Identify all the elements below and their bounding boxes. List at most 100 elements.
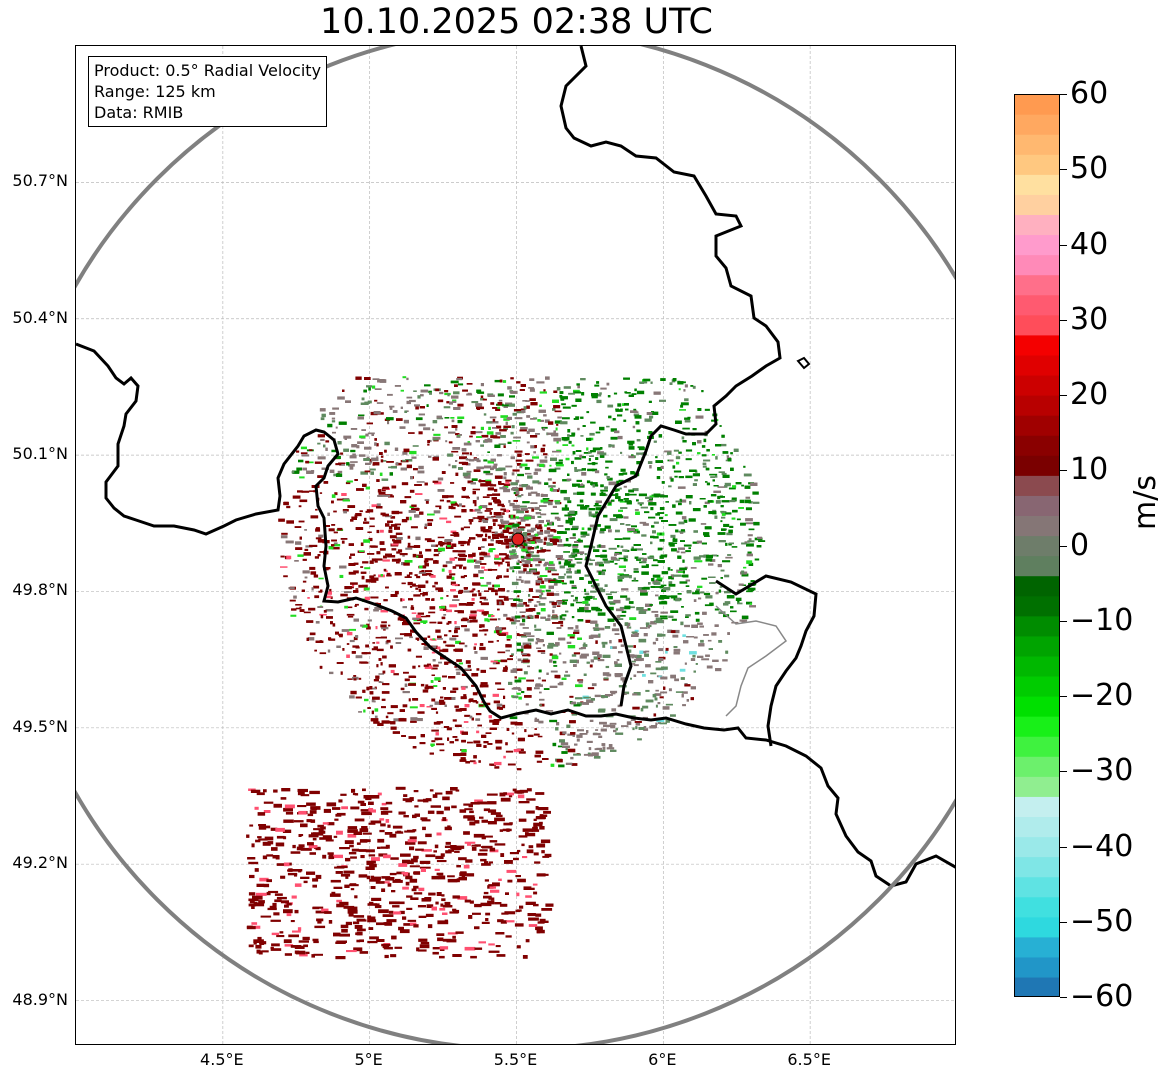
- echo-pixel: [630, 719, 636, 721]
- echo-pixel: [534, 604, 538, 607]
- echo-pixel: [371, 710, 374, 715]
- echo-pixel: [746, 543, 754, 547]
- echo-pixel: [364, 401, 370, 404]
- echo-pixel: [326, 616, 333, 619]
- echo-pixel: [321, 467, 329, 470]
- echo-pixel: [589, 513, 596, 516]
- echo-pixel: [348, 563, 356, 566]
- echo-pixel: [339, 462, 345, 466]
- echo-pixel: [352, 676, 359, 680]
- echo-pixel: [281, 532, 288, 535]
- echo-pixel: [327, 591, 332, 595]
- echo-pixel: [463, 575, 467, 577]
- echo-pixel: [386, 417, 394, 421]
- echo-pixel: [748, 528, 755, 531]
- echo-pixel: [408, 598, 413, 601]
- echo-pixel: [402, 621, 409, 626]
- echo-pixel: [509, 618, 514, 622]
- echo-pixel: [335, 631, 339, 635]
- echo-pixel: [619, 574, 624, 577]
- echo-pixel: [556, 675, 561, 679]
- echo-pixel: [637, 502, 644, 505]
- echo-pixel: [492, 407, 500, 409]
- echo-pixel: [458, 590, 462, 594]
- echo-pixel: [600, 387, 607, 390]
- echo-pixel: [467, 620, 472, 623]
- echo-pixel: [658, 648, 664, 652]
- echo-pixel: [586, 740, 593, 743]
- echo-pixel: [376, 443, 379, 447]
- echo-pixel: [604, 626, 611, 629]
- echo-pixel: [433, 664, 439, 667]
- echo-pixel: [315, 537, 322, 540]
- echo-pixel: [435, 732, 439, 736]
- echo-pixel: [554, 467, 561, 470]
- echo-pixel: [325, 447, 328, 451]
- echo-pixel: [509, 566, 514, 570]
- echo-pixel: [344, 591, 352, 593]
- echo-pixel: [360, 624, 364, 627]
- echo-pixel: [431, 698, 436, 702]
- echo-pixel: [328, 637, 332, 641]
- echo-pixel: [631, 580, 639, 582]
- echo-pixel: [374, 560, 378, 563]
- echo-pixel: [523, 568, 527, 572]
- map-canvas[interactable]: [76, 46, 956, 1045]
- echo-pixel: [325, 440, 330, 443]
- echo-pixel: [475, 440, 480, 443]
- echo-pixel: [507, 658, 513, 661]
- echo-pixel: [562, 406, 571, 409]
- echo-pixel: [385, 553, 392, 556]
- echo-pixel: [696, 588, 700, 592]
- echo-pixel: [422, 573, 428, 576]
- echo-pixel: [658, 434, 663, 438]
- echo-pixel: [695, 415, 704, 419]
- echo-pixel: [354, 895, 358, 899]
- echo-pixel: [431, 544, 436, 547]
- echo-pixel: [539, 575, 548, 577]
- echo-pixel: [714, 624, 719, 627]
- echo-pixel: [572, 533, 576, 537]
- echo-pixel: [532, 480, 540, 484]
- echo-pixel: [644, 418, 652, 422]
- echo-pixel: [451, 576, 455, 581]
- echo-pixel: [495, 540, 501, 544]
- echo-pixel: [527, 638, 534, 642]
- echo-pixel: [675, 597, 681, 602]
- echo-pixel: [561, 403, 566, 406]
- echo-pixel: [588, 580, 592, 584]
- echo-pixel: [359, 510, 363, 513]
- map-panel[interactable]: [75, 45, 956, 1045]
- echo-pixel: [510, 377, 514, 380]
- echo-pixel: [396, 561, 400, 564]
- echo-pixel: [492, 722, 499, 725]
- echo-pixel: [680, 551, 686, 554]
- echo-pixel: [515, 875, 521, 878]
- echo-pixel: [573, 629, 580, 633]
- echo-pixel: [549, 488, 553, 492]
- echo-pixel: [539, 594, 542, 598]
- echo-pixel: [494, 659, 502, 662]
- echo-pixel: [403, 562, 410, 566]
- echo-pixel: [467, 542, 470, 546]
- echo-pixel: [488, 549, 493, 553]
- echo-pixel: [452, 400, 457, 403]
- echo-pixel: [568, 564, 575, 568]
- echo-pixel: [590, 620, 598, 624]
- echo-pixel: [455, 789, 460, 792]
- echo-pixel: [320, 615, 324, 619]
- echo-pixel: [747, 551, 752, 554]
- echo-pixel: [517, 545, 520, 547]
- echo-pixel: [350, 582, 358, 585]
- echo-pixel: [648, 431, 653, 435]
- echo-pixel: [590, 421, 596, 424]
- echo-pixel: [584, 553, 587, 556]
- echo-pixel: [512, 566, 521, 569]
- echo-pixel: [634, 388, 637, 392]
- echo-pixel: [382, 655, 387, 659]
- echo-pixel: [427, 519, 434, 522]
- echo-pixel: [368, 822, 376, 825]
- echo-pixel: [642, 674, 646, 677]
- echo-pixel: [502, 704, 506, 709]
- echo-pixel: [512, 668, 517, 671]
